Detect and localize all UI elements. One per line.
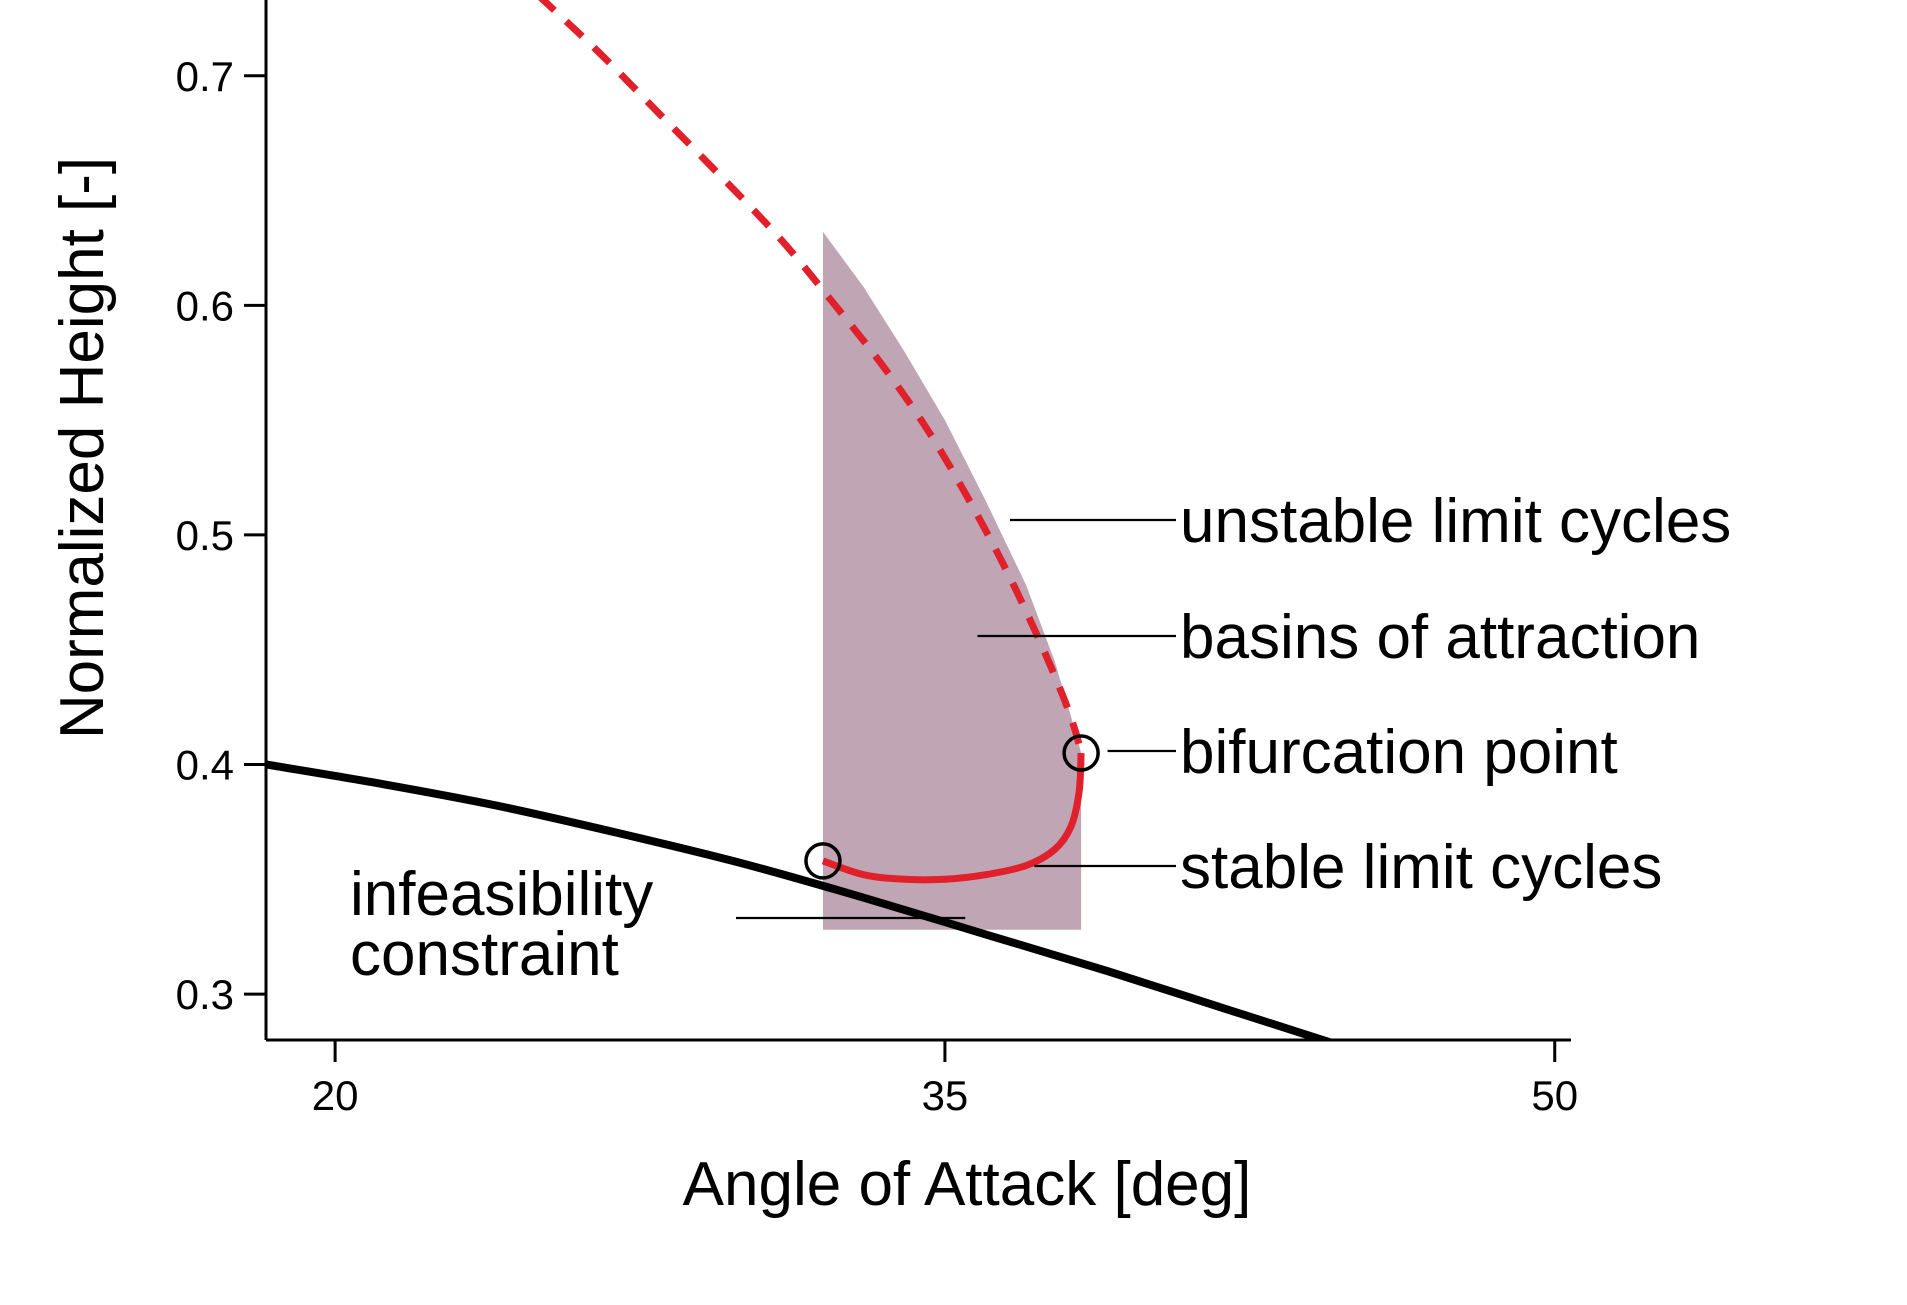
x-tick-label: 20 (312, 1072, 359, 1119)
y-tick-label: 0.7 (176, 53, 234, 100)
x-axis-title: Angle of Attack [deg] (683, 1150, 1252, 1219)
infeasibility-intersection-marker (804, 842, 842, 880)
x-tick-label: 35 (922, 1072, 969, 1119)
y-tick-label: 0.3 (176, 971, 234, 1018)
unstable-limit-cycles-label: unstable limit cycles (1180, 487, 1731, 556)
stable-line (821, 752, 1085, 884)
unstable-line (538, 0, 1085, 754)
y-tick-label: 0.5 (176, 512, 234, 559)
infeasibility-line (266, 760, 1337, 1040)
infeasibility-constraint-label: infeasibility (350, 860, 653, 929)
basins-of-attraction-label: basins of attraction (1180, 603, 1700, 672)
basin-of-attraction-region (822, 231, 1082, 930)
plot-area (266, 0, 1337, 1040)
bifurcation-point-label: bifurcation point (1180, 718, 1618, 787)
y-tick-label: 0.4 (176, 742, 234, 789)
bifurcation-marker (1062, 734, 1100, 772)
infeasibility-constraint-label: constraint (350, 920, 619, 989)
x-tick-label: 50 (1531, 1072, 1578, 1119)
stable-limit-cycles-label: stable limit cycles (1180, 833, 1662, 902)
annotations: unstable limit cycles basins of attractio… (350, 487, 1731, 989)
y-axis-title: Normalized Height [-] (48, 157, 117, 739)
axes: 20 35 50 0.3 0.4 0.5 0.6 0.7 (176, 0, 1578, 1119)
y-tick-label: 0.6 (176, 282, 234, 329)
